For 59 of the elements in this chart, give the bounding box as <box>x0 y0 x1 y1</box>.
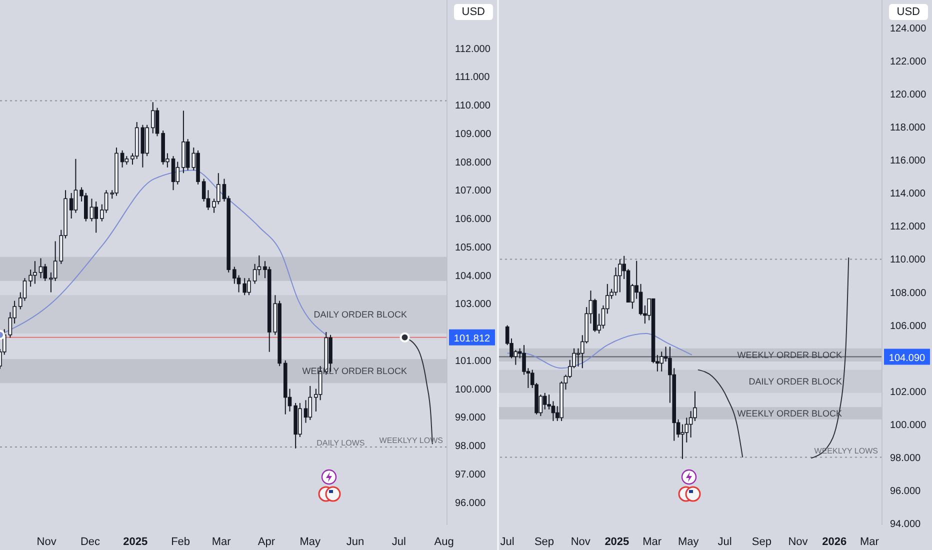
x-tick-label: Jul <box>392 536 406 548</box>
y-tick-label: 109.000 <box>455 128 492 140</box>
y-tick-label: 112.000 <box>890 222 926 233</box>
y-tick-label: 124.000 <box>890 24 927 35</box>
y-tick-label: 107.000 <box>455 186 492 197</box>
x-tick-label: Sep <box>752 536 772 548</box>
y-tick-label: 112.000 <box>455 44 491 55</box>
y-tick-label: 98.000 <box>455 441 486 452</box>
x-tick-label: Nov <box>788 536 808 548</box>
x-tick-label: May <box>678 536 700 548</box>
x-tick-label: Mar <box>860 536 880 548</box>
x-tick-label: Jul <box>500 536 514 548</box>
y-tick-label: 103.000 <box>455 299 492 310</box>
y-tick-label: 94.000 <box>890 518 922 530</box>
x-tick-label: May <box>300 536 322 548</box>
x-tick-label: Dec <box>80 536 101 548</box>
y-tick-label: 102.000 <box>890 386 927 398</box>
annotation: DAILY LOWS <box>316 438 365 448</box>
y-tick-label: 114.000 <box>890 188 926 200</box>
band-label: DAILY ORDER BLOCK <box>314 309 407 320</box>
x-tick-label: 2026 <box>822 536 847 548</box>
y-tick-label: 108.000 <box>890 288 927 299</box>
y-tick-label: 116.000 <box>890 156 926 167</box>
text: USD <box>454 4 493 20</box>
y-tick-label: 99.000 <box>455 412 486 424</box>
x-tick-label: Jul <box>718 536 732 548</box>
y-tick-label: 105.000 <box>455 242 492 254</box>
x-tick-label: Nov <box>36 536 57 548</box>
y-tick-label: 120.000 <box>890 90 927 101</box>
y-tick-label: 111.000 <box>455 72 490 84</box>
y-tick-label: 118.000 <box>890 122 926 134</box>
band-label: DAILY ORDER BLOCK <box>748 376 842 387</box>
x-tick-label: Nov <box>570 536 591 548</box>
y-tick-label: 100.000 <box>455 384 492 396</box>
text: USD <box>888 4 928 20</box>
y-tick-label: 106.000 <box>455 214 492 226</box>
y-tick-label: 96.000 <box>890 486 922 497</box>
y-tick-label: 97.000 <box>455 469 486 480</box>
ref-line-label: 104.090 <box>888 352 926 364</box>
x-tick-label: 2025 <box>604 536 630 548</box>
y-tick-label: 110.000 <box>455 100 491 112</box>
y-tick-label: 101.000 <box>455 356 492 367</box>
x-tick-label: 2025 <box>123 536 148 548</box>
y-tick-label: 108.000 <box>455 157 492 168</box>
y-tick-label: 122.000 <box>890 56 927 68</box>
y-tick-label: 100.000 <box>890 420 927 431</box>
x-tick-label: Jun <box>346 536 364 548</box>
y-tick-label: 110.000 <box>890 254 926 266</box>
x-tick-label: Aug <box>434 536 454 548</box>
x-tick-label: Mar <box>212 536 232 548</box>
x-tick-label: Feb <box>171 536 190 548</box>
x-tick-label: Sep <box>534 536 554 548</box>
x-tick-label: Apr <box>258 536 276 548</box>
y-tick-label: 106.000 <box>890 320 927 332</box>
ref-line-label: 101.812 <box>454 333 491 344</box>
x-tick-label: Mar <box>642 536 662 548</box>
y-tick-label: 96.000 <box>455 498 486 509</box>
y-tick-label: 104.000 <box>455 270 492 282</box>
y-tick-label: 98.000 <box>890 452 922 464</box>
